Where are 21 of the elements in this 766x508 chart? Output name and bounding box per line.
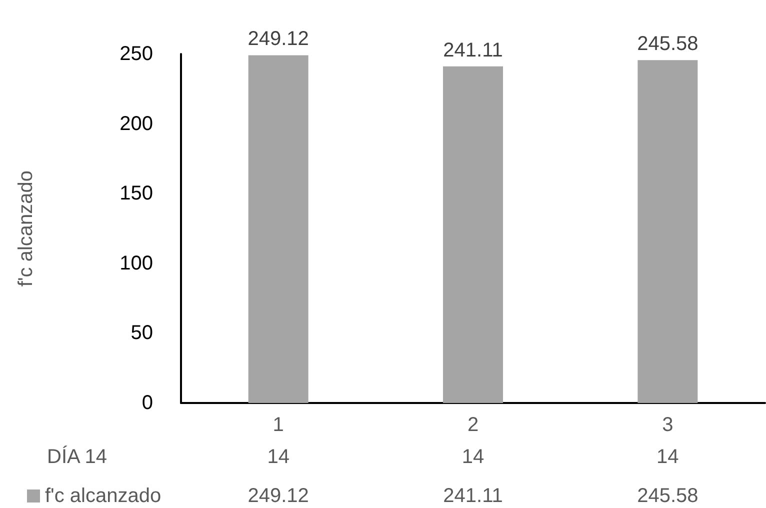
annotation: 245.58: [637, 33, 698, 56]
y-tick-label: 150: [120, 182, 153, 205]
text: 249.12: [248, 28, 309, 50]
x-tick-label: 2: [467, 414, 479, 436]
y-tick-label: 50: [130, 322, 153, 344]
x-tick-label: 1: [272, 414, 284, 436]
data-label: 241.11: [443, 485, 503, 507]
y-tick-label: 0: [142, 392, 153, 414]
y-tick-label: 100: [120, 252, 153, 274]
y-axis-title: f'c alcanzado: [15, 170, 37, 287]
text: 14: [656, 446, 679, 468]
text: DÍA 14: [47, 445, 108, 468]
data-label: 245.58: [637, 485, 698, 507]
annotation: 241.11: [443, 39, 503, 62]
text: 14: [267, 446, 290, 468]
data-label: 249.12: [248, 485, 309, 507]
legend-label: f'c alcanzado: [45, 485, 162, 507]
y-tick-label: 200: [120, 112, 153, 135]
text: 14: [462, 446, 484, 468]
y-tick-label: 250: [120, 43, 153, 65]
x-tick-label: 3: [662, 414, 674, 436]
